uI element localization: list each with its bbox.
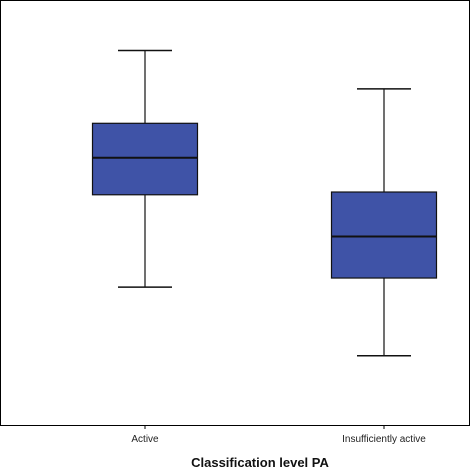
x-tick-label: Insufficiently active: [342, 434, 426, 445]
box-group-1: [330, 88, 438, 357]
iqr-box: [91, 122, 199, 196]
x-axis-title: Classification level PA: [191, 455, 329, 470]
x-tick-label: Active: [131, 434, 159, 445]
x-ticks-layer: Active Insufficiently active: [131, 425, 426, 445]
boxes-layer: [91, 49, 438, 357]
iqr-box: [330, 191, 438, 279]
box-group-0: [91, 49, 199, 288]
